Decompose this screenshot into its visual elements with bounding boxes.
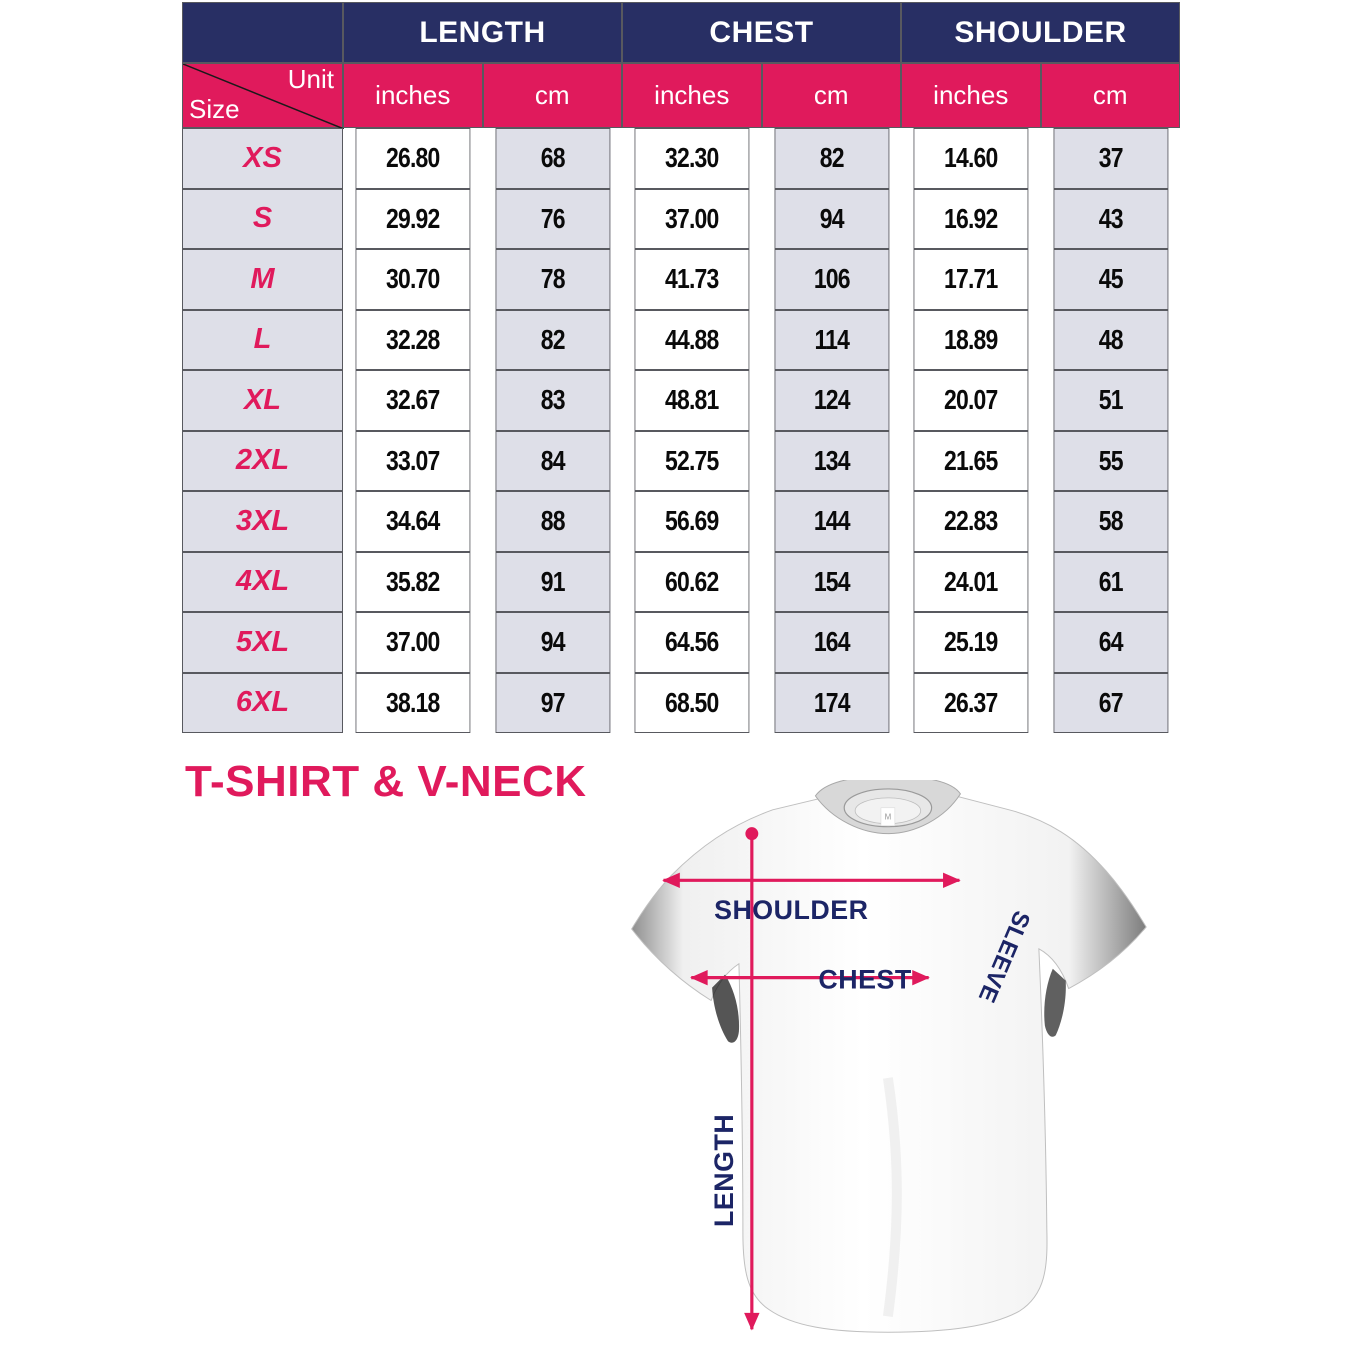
svg-text:CHEST: CHEST: [818, 965, 911, 995]
svg-text:LENGTH: LENGTH: [709, 1114, 739, 1227]
svg-text:SHOULDER: SHOULDER: [714, 895, 868, 925]
svg-text:M: M: [885, 813, 892, 822]
